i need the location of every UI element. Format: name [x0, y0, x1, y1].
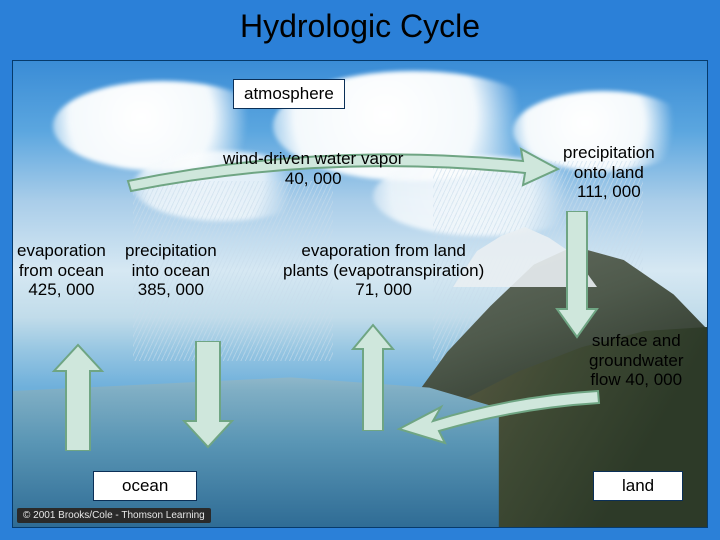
atmosphere-label: atmosphere	[233, 79, 345, 109]
copyright-credit: © 2001 Brooks/Cole - Thomson Learning	[17, 508, 211, 523]
groundwater-flow-label: surface andgroundwaterflow 40, 000	[589, 331, 684, 390]
page-title: Hydrologic Cycle	[0, 0, 720, 49]
land-label: land	[593, 471, 683, 501]
hydrologic-diagram: atmosphere wind-driven water vapor40, 00…	[12, 60, 708, 528]
wind-vapor-label: wind-driven water vapor40, 000	[223, 149, 403, 188]
precipitation-ocean-label: precipitationinto ocean385, 000	[125, 241, 217, 300]
ocean-label: ocean	[93, 471, 197, 501]
evapotranspiration-label: evaporation from landplants (evapotransp…	[283, 241, 484, 300]
evaporation-ocean-label: evaporationfrom ocean425, 000	[17, 241, 106, 300]
precipitation-land-label: precipitationonto land111, 000	[563, 143, 655, 202]
